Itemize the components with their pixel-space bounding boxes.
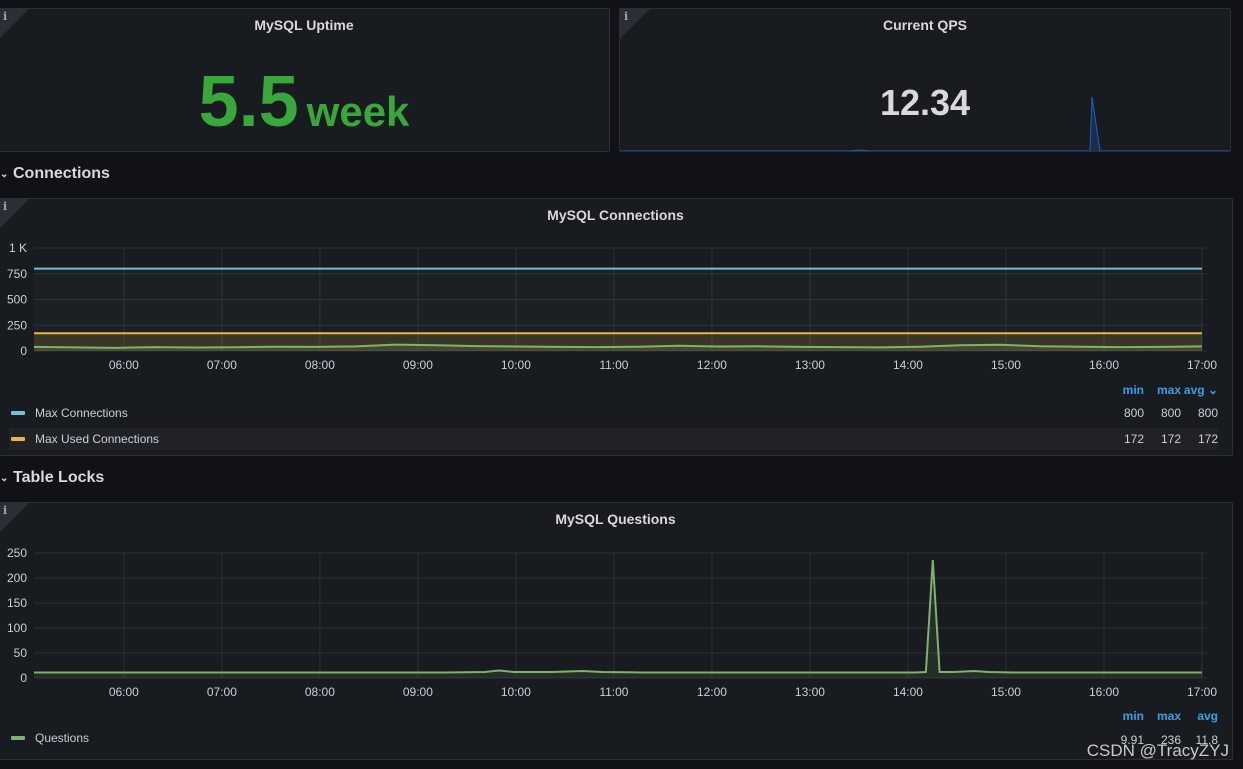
legend-max: 236 bbox=[1160, 733, 1181, 747]
y-tick-label: 0 bbox=[20, 671, 27, 685]
qps-panel[interactable]: i Current QPS 12.34 bbox=[619, 8, 1231, 152]
x-tick-label: 10:00 bbox=[501, 685, 531, 699]
uptime-unit: week bbox=[306, 88, 410, 135]
x-tick-label: 07:00 bbox=[207, 685, 237, 699]
x-tick-label: 16:00 bbox=[1089, 358, 1119, 372]
x-tick-label: 15:00 bbox=[991, 685, 1021, 699]
panel-title[interactable]: Current QPS bbox=[882, 17, 967, 33]
info-icon[interactable]: i bbox=[3, 504, 8, 517]
x-tick-label: 08:00 bbox=[305, 358, 335, 372]
legend-avg: 172 bbox=[1197, 432, 1218, 446]
y-tick-label: 50 bbox=[14, 646, 28, 660]
legend-series-name: Max Used Connections bbox=[35, 432, 160, 446]
info-icon[interactable]: i bbox=[3, 200, 8, 213]
uptime-panel[interactable]: i MySQL Uptime 5.5 week bbox=[0, 8, 610, 152]
y-tick-label: 500 bbox=[7, 293, 27, 307]
info-icon[interactable]: i bbox=[624, 10, 629, 23]
panel-title[interactable]: MySQL Connections bbox=[547, 207, 684, 223]
x-tick-label: 10:00 bbox=[501, 358, 531, 372]
panel-info-corner[interactable] bbox=[0, 503, 29, 533]
legend-min-header[interactable]: min bbox=[1122, 383, 1144, 397]
x-tick-label: 11:00 bbox=[599, 685, 628, 699]
x-tick-label: 09:00 bbox=[403, 358, 433, 372]
legend-max-header[interactable]: max bbox=[1156, 383, 1181, 397]
x-tick-label: 13:00 bbox=[795, 685, 825, 699]
x-tick-label: 17:00 bbox=[1187, 685, 1217, 699]
x-tick-label: 15:00 bbox=[991, 358, 1021, 372]
legend-avg: 800 bbox=[1197, 406, 1218, 420]
panel-title[interactable]: MySQL Uptime bbox=[254, 17, 354, 33]
row-header-connections[interactable]: ⌄ Connections bbox=[0, 165, 110, 183]
legend-series-name: Max Connections bbox=[35, 406, 128, 420]
panel-info-corner[interactable] bbox=[620, 9, 650, 39]
legend-min-header[interactable]: min bbox=[1122, 709, 1144, 723]
x-tick-label: 12:00 bbox=[697, 685, 727, 699]
x-tick-label: 06:00 bbox=[109, 685, 139, 699]
legend-item[interactable]: Max Used Connections 172 172 172 bbox=[9, 428, 1218, 450]
legend-max: 172 bbox=[1160, 432, 1181, 446]
x-tick-label: 13:00 bbox=[795, 358, 825, 372]
questions-panel[interactable]: i MySQL Questions 0 50 100 150 200 250 06:00 07… bbox=[0, 502, 1233, 760]
uptime-stat-value: 5.5 week bbox=[0, 61, 609, 143]
legend-max-header[interactable]: max bbox=[1156, 709, 1181, 723]
legend-min: 9.91 bbox=[1120, 733, 1144, 747]
x-tick-label: 09:00 bbox=[403, 685, 433, 699]
y-tick-label: 750 bbox=[7, 267, 27, 281]
x-tick-label: 07:00 bbox=[207, 358, 237, 372]
chevron-down-icon: ⌄ bbox=[0, 168, 9, 180]
y-tick-label: 200 bbox=[7, 571, 27, 585]
questions-chart[interactable]: 0 50 100 150 200 250 06:00 07:00 08:00 09:00 10:00… bbox=[0, 503, 1233, 703]
legend-item[interactable]: Questions bbox=[9, 727, 1218, 749]
panel-info-corner[interactable] bbox=[0, 199, 29, 229]
x-tick-label: 17:00 bbox=[1187, 358, 1217, 372]
x-tick-label: 14:00 bbox=[893, 358, 923, 372]
legend-header: min max avg bbox=[1107, 709, 1218, 723]
chevron-down-icon: ⌄ bbox=[0, 472, 9, 484]
x-tick-label: 14:00 bbox=[893, 685, 923, 699]
connections-panel[interactable]: i MySQL Connections 0 250 500 750 1 K 06:00 07… bbox=[0, 198, 1233, 456]
legend-series-name: Questions bbox=[35, 731, 90, 745]
legend-avg: 11.8 bbox=[1195, 733, 1218, 747]
legend-max: 800 bbox=[1160, 406, 1181, 420]
legend-avg-header[interactable]: avg bbox=[1197, 709, 1218, 723]
x-tick-label: 16:00 bbox=[1089, 685, 1119, 699]
sparkline-line bbox=[620, 96, 1230, 151]
legend-min: 800 bbox=[1123, 406, 1144, 420]
legend-item[interactable]: Max Connections 800 800 800 bbox=[9, 402, 1218, 424]
y-tick-label: 0 bbox=[20, 344, 27, 358]
legend-swatch bbox=[11, 411, 25, 415]
row-title: Table Locks bbox=[13, 469, 105, 486]
panel-title[interactable]: MySQL Questions bbox=[555, 511, 676, 527]
legend-header: min max avg ⌄ bbox=[1107, 383, 1218, 397]
y-tick-label: 100 bbox=[7, 621, 27, 635]
uptime-number: 5.5 bbox=[198, 62, 299, 142]
series-area bbox=[34, 268, 1202, 351]
row-header-table-locks[interactable]: ⌄ Table Locks bbox=[0, 469, 104, 487]
legend-avg-header[interactable]: avg ⌄ bbox=[1183, 383, 1218, 397]
watermark: CSDN @TracyZYJ bbox=[1086, 741, 1229, 760]
x-tick-label: 11:00 bbox=[599, 358, 628, 372]
legend-swatch bbox=[11, 736, 25, 740]
row-title: Connections bbox=[13, 165, 110, 182]
y-tick-label: 250 bbox=[7, 318, 27, 332]
x-tick-label: 06:00 bbox=[109, 358, 139, 372]
legend-min: 172 bbox=[1123, 432, 1144, 446]
qps-sparkline bbox=[620, 96, 1230, 151]
series-line bbox=[34, 559, 1202, 674]
info-icon[interactable]: i bbox=[3, 10, 8, 23]
y-tick-label: 1 K bbox=[9, 241, 27, 255]
panel-info-corner[interactable] bbox=[0, 9, 29, 39]
connections-chart[interactable]: 0 250 500 750 1 K 06:00 07:00 08:00 09:00 10:00 11… bbox=[0, 199, 1233, 384]
x-tick-label: 08:00 bbox=[305, 685, 335, 699]
series-line bbox=[33, 343, 1203, 349]
x-tick-label: 12:00 bbox=[697, 358, 727, 372]
legend-values: 9.91 236 11.8 bbox=[9, 729, 1218, 751]
y-tick-label: 250 bbox=[7, 546, 27, 560]
legend-swatch bbox=[11, 437, 25, 441]
qps-stat-value: 12.34 bbox=[879, 82, 971, 123]
y-tick-label: 150 bbox=[7, 596, 27, 610]
